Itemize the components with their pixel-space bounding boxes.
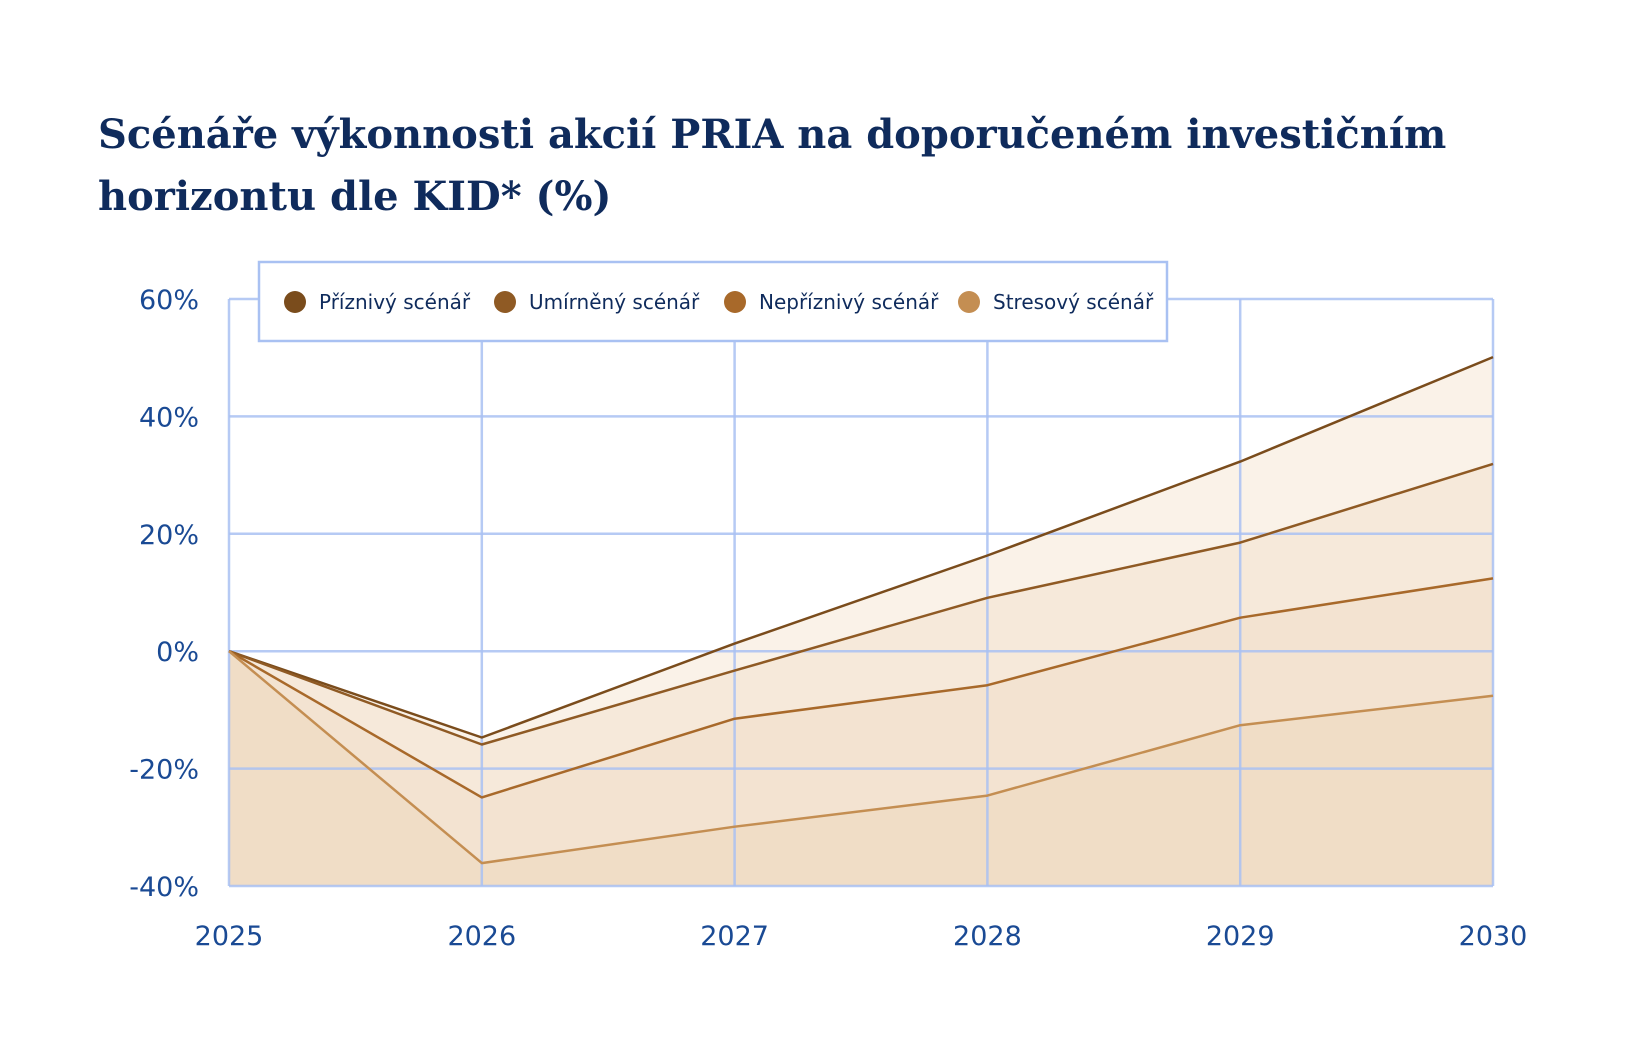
chart-title: Scénáře výkonnosti akcií PRIA na doporuč…	[98, 111, 1447, 220]
area-fills	[229, 357, 1493, 887]
legend-label-2: Umírněný scénář	[529, 290, 700, 314]
y-axis-ticks: 60% 40% 20% 0% -20% -40%	[129, 285, 199, 903]
x-tick-label: 2029	[1206, 921, 1275, 952]
y-tick-label: 0%	[156, 637, 199, 668]
legend-marker-3	[724, 291, 746, 313]
legend-box	[257, 260, 1169, 343]
legend-marker-1	[284, 291, 306, 313]
grid-lines	[227, 297, 1495, 888]
legend-label-3: Nepříznivý scénář	[759, 290, 939, 314]
x-tick-label: 2030	[1459, 921, 1528, 952]
x-tick-label: 2026	[447, 921, 516, 952]
legend-marker-2	[494, 291, 516, 313]
area-fill-4	[229, 651, 1493, 886]
legend-label-1: Příznivý scénář	[319, 290, 471, 314]
x-tick-label: 2028	[953, 921, 1022, 952]
legend-marker-4	[958, 291, 980, 313]
series-line-4	[228, 650, 1494, 865]
series-lines	[228, 355, 1494, 865]
x-axis-ticks: 2025 2026 2027 2028 2029 2030	[195, 921, 1528, 952]
series-line-1	[228, 355, 1494, 739]
y-tick-label: -40%	[129, 872, 199, 903]
series-line-2	[228, 462, 1494, 746]
y-tick-label: 40%	[139, 402, 199, 433]
x-tick-label: 2025	[195, 921, 264, 952]
legend-label-4: Stresový scénář	[993, 290, 1154, 314]
y-tick-label: -20%	[129, 755, 199, 786]
series-line-3	[228, 577, 1494, 799]
x-tick-label: 2027	[700, 921, 769, 952]
y-tick-label: 20%	[139, 520, 199, 551]
legend: Příznivý scénář Umírněný scénář Nepříznivý…	[257, 260, 1169, 343]
y-tick-label: 60%	[139, 285, 199, 316]
